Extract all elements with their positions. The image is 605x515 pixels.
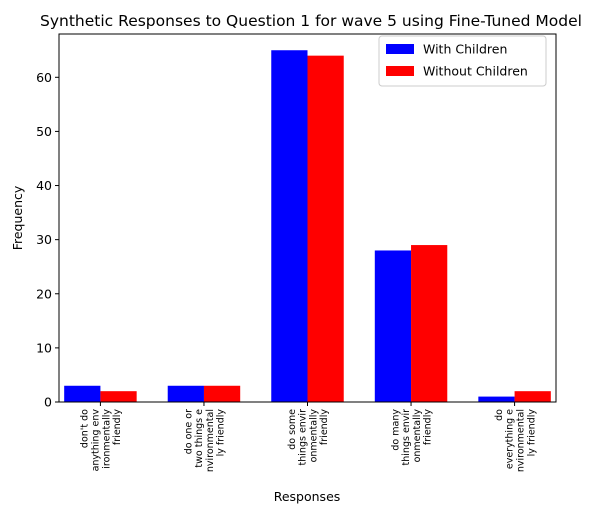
legend: With Children Without Children [378, 35, 547, 87]
x-tick-label: don't do [80, 409, 91, 448]
y-tick-label: 40 [36, 178, 52, 193]
bars-group [64, 50, 551, 403]
legend-box [378, 35, 547, 87]
y-axis-label: Frequency [10, 185, 25, 250]
legend-label-0: With Children [423, 42, 507, 57]
y-tick-label: 50 [36, 124, 52, 139]
x-tick-label: things envir [298, 409, 309, 466]
x-axis-label: Responses [274, 489, 341, 504]
y-tick-label: 30 [36, 232, 52, 247]
x-tick-label: two things e [194, 409, 205, 468]
x-tick-label: onmentally [412, 409, 423, 463]
bar-with-children-1 [167, 385, 204, 402]
x-axis: don't do anything env ironmentally friendly… [80, 402, 537, 472]
bar-without-children-0 [100, 391, 137, 402]
y-axis: 0 10 20 30 40 50 60 [36, 70, 59, 410]
bar-with-children-2 [271, 50, 308, 403]
x-tick-label: everything e [505, 409, 516, 469]
bar-without-children-3 [411, 245, 448, 402]
bar-without-children-1 [203, 385, 241, 402]
x-tick-label: nvironmental [205, 409, 216, 472]
x-tick-label: do one or [183, 409, 194, 454]
x-tick-label: anything env [91, 409, 102, 472]
y-tick-label: 60 [36, 70, 52, 85]
x-tick-label: things envir [401, 409, 412, 466]
y-tick-label: 0 [44, 395, 52, 410]
x-tick-label: nvironmental [515, 409, 526, 472]
x-tick-label: friendly [423, 409, 434, 445]
x-tick-label: do [494, 409, 505, 421]
bar-without-children-4 [514, 391, 551, 402]
y-tick-label: 20 [36, 286, 52, 301]
x-tick-label: ironmentally [101, 409, 112, 469]
bar-without-children-2 [307, 55, 344, 403]
x-tick-label: do some [287, 409, 298, 450]
x-tick-label: friendly [112, 409, 123, 445]
x-tick-label: friendly [319, 409, 330, 445]
legend-swatch-1 [386, 66, 414, 76]
bar-with-children-4 [478, 396, 515, 402]
x-tick-label: do many [390, 409, 401, 451]
bar-with-children-3 [374, 250, 412, 402]
x-tick-label: ly friendly [526, 409, 537, 457]
x-tick-label: ly friendly [216, 409, 227, 457]
legend-label-1: Without Children [423, 64, 528, 79]
bar-with-children-0 [64, 385, 101, 402]
y-tick-label: 10 [36, 340, 52, 355]
legend-swatch-0 [386, 44, 414, 54]
chart-title: Synthetic Responses to Question 1 for wa… [40, 12, 582, 30]
x-tick-label: onmentally [308, 409, 319, 463]
